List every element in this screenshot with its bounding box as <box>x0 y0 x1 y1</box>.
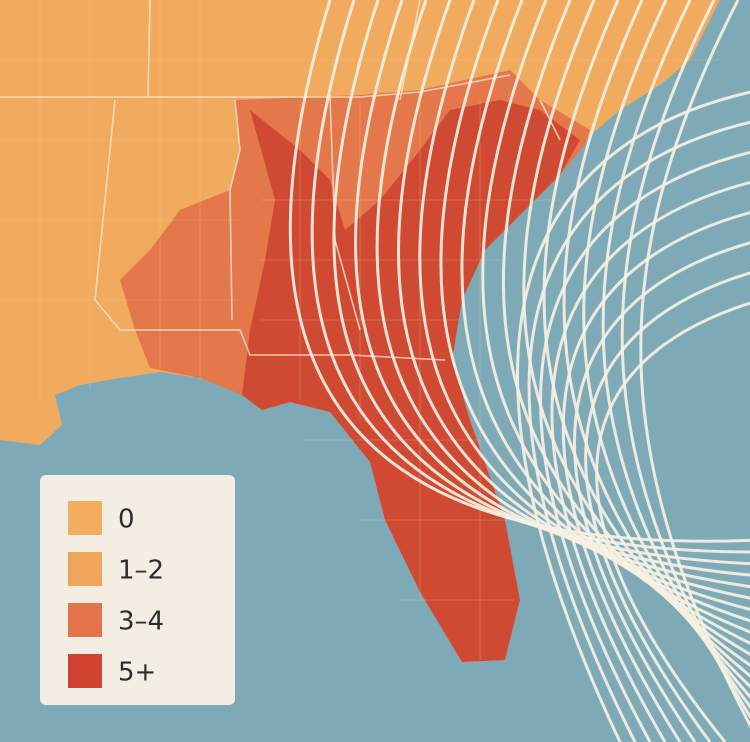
legend-swatch <box>68 501 102 535</box>
hurricane-track <box>620 0 750 719</box>
legend-label: 3–4 <box>118 607 164 637</box>
region-5-plus <box>242 100 580 662</box>
hurricane-track <box>542 0 750 678</box>
hurricane-track <box>573 241 750 742</box>
legend-swatch <box>68 654 102 688</box>
hurricane-track <box>516 90 750 742</box>
legend-swatch <box>68 603 102 637</box>
hurricane-track <box>539 150 750 742</box>
legend-label: 5+ <box>118 658 156 688</box>
hurricane-track <box>584 271 750 742</box>
hurricane-track <box>561 211 750 742</box>
legend-label: 0 <box>118 505 135 535</box>
legend-items: 0 1–2 3–4 5+ <box>68 501 164 688</box>
legend: 0 1–2 3–4 5+ <box>40 475 235 705</box>
hurricane-track <box>332 0 750 565</box>
legend-swatch <box>68 552 102 586</box>
legend-label: 1–2 <box>118 556 164 586</box>
hurricane-track <box>601 0 750 710</box>
hurricane-tracks <box>288 0 750 742</box>
hurricane-track <box>527 120 750 742</box>
hurricane-track <box>550 181 750 742</box>
hurricane-track <box>595 301 750 742</box>
